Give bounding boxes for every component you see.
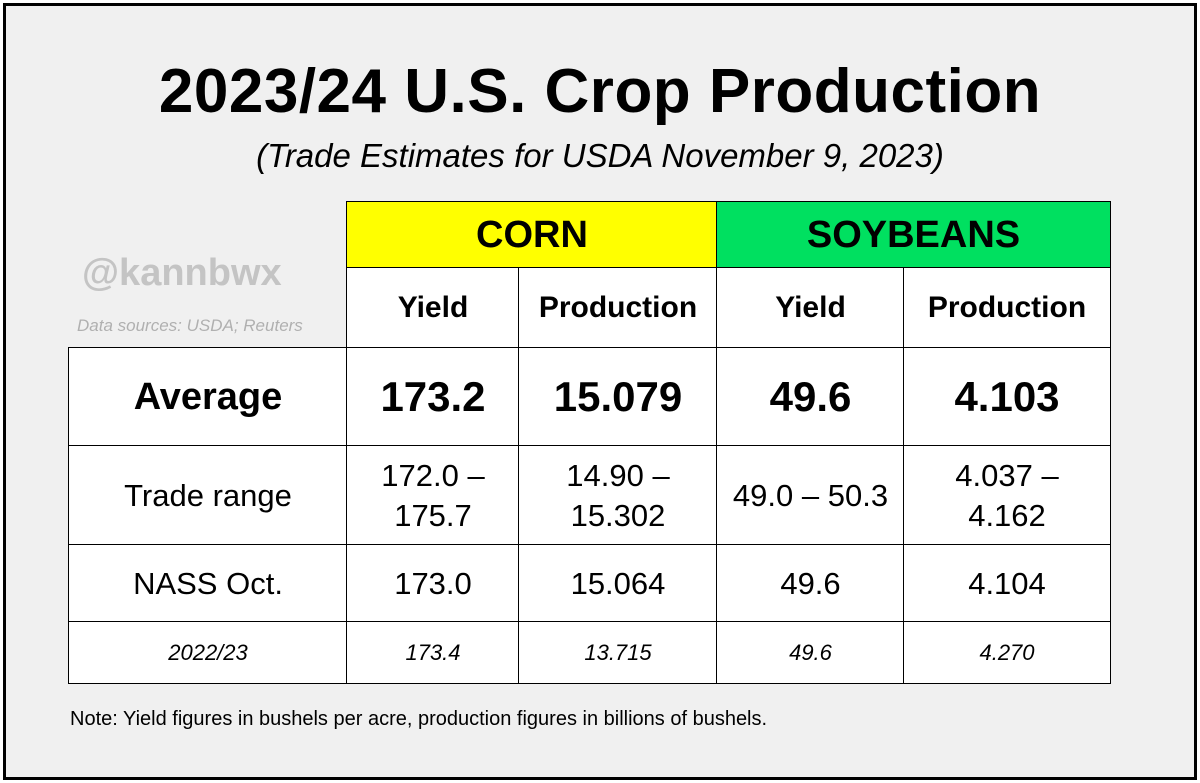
nass-corn-yield: 173.0 <box>346 544 520 623</box>
page-subtitle: (Trade Estimates for USDA November 9, 20… <box>256 137 944 174</box>
trade-range-corn-production: 14.90 – 15.302 <box>518 445 718 546</box>
row-label-trade-range: Trade range <box>68 445 348 546</box>
trade-range-corn-yield: 172.0 – 175.7 <box>346 445 520 546</box>
column-header-soybeans-yield: Yield <box>716 267 905 349</box>
trade-range-soybeans-production: 4.037 – 4.162 <box>903 445 1111 546</box>
row-label-prior-year: 2022/23 <box>68 621 348 684</box>
watermark-handle: @kannbwx <box>82 252 282 294</box>
nass-soybeans-yield: 49.6 <box>716 544 905 623</box>
nass-soybeans-production: 4.104 <box>903 544 1111 623</box>
footnote: Note: Yield figures in bushels per acre,… <box>70 708 768 730</box>
page-title: 2023/24 U.S. Crop Production <box>158 57 1042 126</box>
prior-soybeans-yield: 49.6 <box>716 621 905 684</box>
average-soybeans-yield: 49.6 <box>716 347 905 447</box>
soybeans-header: SOYBEANS <box>716 201 1111 269</box>
nass-corn-production: 15.064 <box>518 544 718 623</box>
prior-corn-yield: 173.4 <box>346 621 520 684</box>
average-corn-yield: 173.2 <box>346 347 520 447</box>
average-corn-production: 15.079 <box>518 347 718 447</box>
prior-soybeans-production: 4.270 <box>903 621 1111 684</box>
column-header-soybeans-production: Production <box>903 267 1111 349</box>
prior-corn-production: 13.715 <box>518 621 718 684</box>
row-label-nass-oct: NASS Oct. <box>68 544 348 623</box>
corn-header: CORN <box>346 201 718 269</box>
column-header-corn-yield: Yield <box>346 267 520 349</box>
average-soybeans-production: 4.103 <box>903 347 1111 447</box>
trade-range-soybeans-yield: 49.0 – 50.3 <box>716 445 905 546</box>
row-label-average: Average <box>68 347 348 447</box>
column-header-corn-production: Production <box>518 267 718 349</box>
data-sources: Data sources: USDA; Reuters <box>77 316 303 335</box>
